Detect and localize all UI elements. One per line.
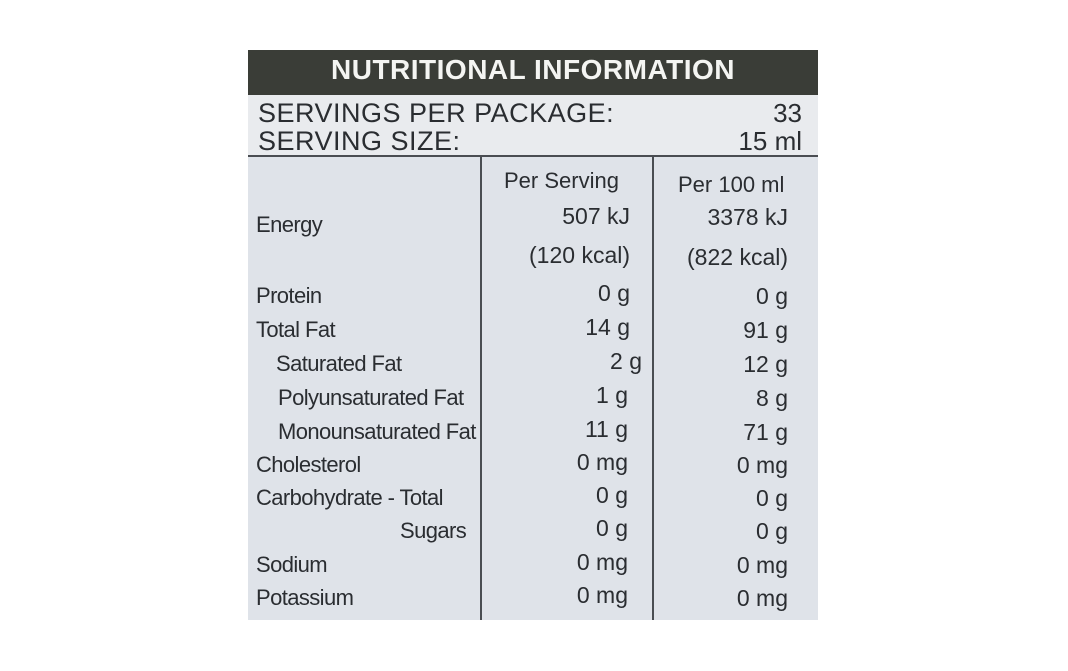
- per-100ml-value: 12 g: [743, 351, 788, 377]
- energy-kj-serving: 507 kJ: [562, 203, 630, 229]
- per-100ml-value: 0 g: [756, 485, 788, 511]
- per-100ml-value: 0 mg: [736, 552, 788, 578]
- serving-size-value: 15 ml: [738, 126, 802, 156]
- table-row: Carbohydrate - Total 0 g 0 g: [248, 482, 818, 515]
- nutrition-label: NUTRITIONAL INFORMATION SERVINGS PER PAC…: [248, 50, 818, 620]
- nutrient-name: Protein: [256, 283, 322, 308]
- table-row: Total Fat 14 g 91 g: [248, 314, 818, 347]
- nutrient-name: Potassium: [256, 585, 354, 610]
- energy-kcal-row: (120 kcal) (822 kcal): [248, 240, 818, 270]
- nutrient-name: Cholesterol: [256, 452, 361, 477]
- per-serving-value: 14 g: [585, 314, 630, 340]
- column-divider-2: [652, 157, 654, 620]
- per-100ml-value: 8 g: [756, 385, 788, 411]
- label-title: NUTRITIONAL INFORMATION: [248, 50, 818, 95]
- per-100ml-value: 0 g: [756, 283, 788, 309]
- nutrient-name: Sugars: [400, 518, 467, 543]
- per-serving-value: 0 mg: [576, 449, 628, 475]
- servings-per-package-value: 33: [773, 98, 802, 128]
- table-row: Polyunsaturated Fat 1 g 8 g: [248, 382, 818, 415]
- table-row: Saturated Fat 2 g 12 g: [248, 348, 818, 381]
- nutrient-name: Sodium: [256, 552, 328, 577]
- table-row: Monounsaturated Fat 11 g 71 g: [248, 416, 818, 449]
- nutrient-name: Monounsaturated Fat: [278, 419, 476, 444]
- nutrient-name: Carbohydrate - Total: [256, 485, 444, 510]
- energy-kcal-100ml: (822 kcal): [687, 244, 788, 270]
- nutrient-name: Total Fat: [256, 317, 336, 342]
- per-100ml-value: 0 g: [756, 518, 788, 544]
- table-top-rule: [248, 155, 818, 157]
- servings-per-package-row: SERVINGS PER PACKAGE: 33: [258, 98, 802, 129]
- table-row: Protein 0 g 0 g: [248, 280, 818, 313]
- per-serving-value: 0 g: [596, 482, 628, 508]
- energy-kcal-serving: (120 kcal): [529, 242, 630, 268]
- per-100ml-value: 0 mg: [736, 452, 788, 478]
- per-100ml-value: 0 mg: [736, 585, 788, 611]
- nutrient-name: Polyunsaturated Fat: [278, 385, 464, 410]
- serving-size-row: SERVING SIZE: 15 ml: [258, 126, 802, 157]
- table-row: Cholesterol 0 mg 0 mg: [248, 449, 818, 482]
- nutrient-name: Saturated Fat: [276, 351, 402, 376]
- nutrition-table: [248, 157, 818, 620]
- servings-per-package-label: SERVINGS PER PACKAGE:: [258, 98, 615, 128]
- per-serving-value: 0 g: [596, 515, 628, 541]
- per-100ml-value: 71 g: [743, 419, 788, 445]
- per-serving-value: 11 g: [584, 416, 628, 442]
- energy-kj-100ml: 3378 kJ: [707, 204, 788, 230]
- per-serving-value: 0 mg: [576, 549, 628, 575]
- table-row: Sodium 0 mg 0 mg: [248, 549, 818, 582]
- table-row: Potassium 0 mg 0 mg: [248, 582, 818, 615]
- column-divider-1: [480, 157, 482, 620]
- per-serving-value: 0 g: [598, 280, 630, 306]
- serving-size-label: SERVING SIZE:: [258, 126, 461, 156]
- per-serving-value: 2 g: [610, 348, 642, 374]
- per-serving-value: 1 g: [596, 382, 628, 408]
- nutrient-name: Energy: [256, 212, 323, 237]
- column-header-per-100ml: Per 100 ml: [678, 172, 785, 197]
- energy-row: Energy 507 kJ 3378 kJ: [248, 203, 818, 240]
- table-row: Sugars 0 g 0 g: [248, 515, 818, 548]
- per-100ml-value: 91 g: [743, 317, 788, 343]
- column-header-per-serving: Per Serving: [504, 168, 619, 193]
- per-serving-value: 0 mg: [576, 582, 628, 608]
